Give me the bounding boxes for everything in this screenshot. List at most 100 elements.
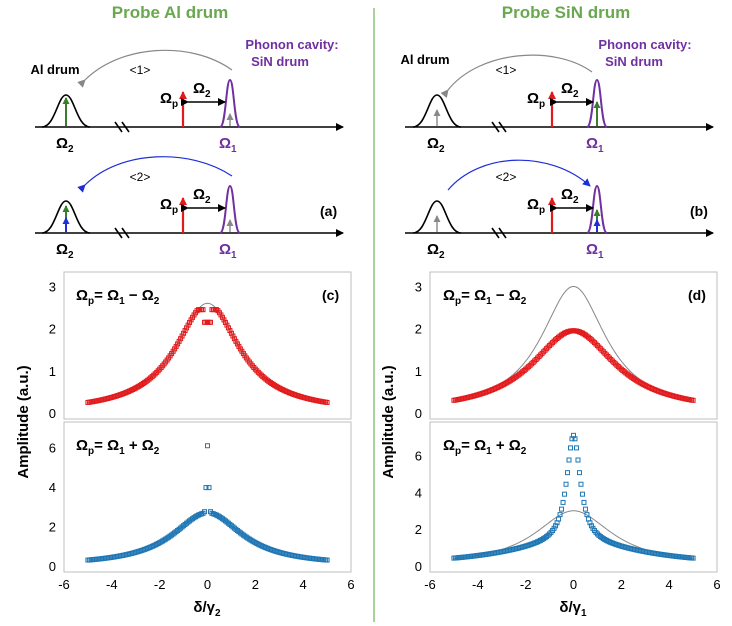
al-peak-b1 [412, 94, 462, 128]
reference-curve-c-top [87, 302, 328, 403]
data-point-d-top [612, 361, 618, 367]
sin-peak-a1 [219, 78, 241, 128]
data-point-c-top [230, 333, 236, 339]
data-point-c-top [175, 341, 181, 347]
cond-d-top: Ωp= Ω1 − Ω2 [443, 287, 527, 307]
y-tick-label: 0 [415, 406, 422, 421]
omega-p-a1: Ωp [160, 90, 178, 110]
data-point-c-top [227, 328, 233, 334]
omega-2-a2: Ω2 [56, 241, 74, 261]
y-tick-label: 2 [49, 322, 56, 337]
path-arrow-2b [447, 159, 591, 191]
data-point-d-top [551, 338, 557, 344]
data-point-c-bottom [206, 485, 212, 491]
y-tick-label: 4 [49, 480, 56, 495]
data-point-d-bottom [569, 436, 575, 442]
cavity-label-b2: SiN drum [605, 54, 663, 69]
data-point-d-bottom [575, 457, 581, 463]
sin-peak-a2 [219, 184, 241, 234]
sin-peak-b2 [586, 184, 608, 234]
data-point-d-bottom [562, 491, 568, 497]
data-point-d-bottom [572, 436, 578, 442]
data-point-c-top [187, 319, 193, 325]
y-tick-label: 2 [49, 520, 56, 535]
data-point-c-top [152, 371, 158, 377]
data-point-d-bottom [557, 512, 563, 518]
data-point-d-top [529, 361, 535, 367]
data-point-d-bottom [566, 457, 572, 463]
data-point-d-top [553, 337, 559, 343]
x-tick-label: 2 [618, 577, 625, 592]
panel-label-a: (a) [320, 203, 337, 219]
panel-label-c: (c) [322, 287, 339, 303]
data-point-d-top [548, 341, 554, 347]
omega-2-top-a1: Ω2 [193, 80, 211, 100]
data-point-d-bottom [571, 432, 576, 438]
data-point-d-top [590, 338, 596, 344]
xlabel-right: δ/γ1 [559, 599, 587, 619]
heading-right: Probe SiN drum [502, 3, 630, 22]
data-point-c-top [151, 372, 157, 378]
data-point-d-top [587, 335, 593, 341]
data-point-d-bottom [578, 481, 584, 487]
data-point-d-bottom [545, 532, 551, 538]
x-tick-label: 4 [300, 577, 307, 592]
path-arrow-1a [77, 49, 233, 88]
omega-1-a2: Ω1 [219, 241, 237, 261]
data-point-c-top [184, 325, 190, 331]
cavity-label-2: SiN drum [251, 54, 309, 69]
cond-c-bottom: Ωp= Ω1 + Ω2 [76, 437, 160, 457]
path-label-2b: <2> [496, 170, 517, 184]
data-point-d-top [523, 366, 529, 372]
data-point-c-bottom [203, 485, 209, 491]
omega-1-b2: Ω1 [586, 241, 604, 261]
x-tick-label: -2 [154, 577, 166, 592]
data-point-d-bottom [573, 445, 579, 451]
plot-frame-d-bottom [429, 421, 718, 573]
plot-frame-c-bottom [63, 421, 352, 573]
data-point-d-bottom [553, 523, 559, 529]
y-tick-label: 1 [49, 364, 56, 379]
data-point-c-top [221, 317, 227, 323]
ylabel-left: Amplitude (a.u.) [15, 365, 32, 478]
panel-label-d: (d) [688, 287, 706, 303]
data-point-c-top [260, 374, 266, 380]
y-tick-label: 0 [49, 559, 56, 574]
schematic-a-row2: <2> (a) [35, 156, 344, 239]
data-point-c-top [148, 375, 154, 381]
y-tick-label: 2 [415, 322, 422, 337]
data-point-c-top [257, 371, 263, 377]
xlabel-left: δ/γ2 [193, 599, 221, 619]
al-peak-a1 [41, 94, 91, 128]
path-arrow-1b [440, 54, 593, 98]
data-point-d-bottom [559, 506, 565, 512]
data-point-c-top [258, 372, 264, 378]
omega-p-b1: Ωp [527, 90, 545, 110]
omega-p-a2: Ωp [160, 196, 178, 216]
data-point-c-bottom [205, 443, 210, 449]
data-point-c-top [324, 399, 330, 405]
panel-label-b: (b) [690, 203, 708, 219]
cavity-label-b1: Phonon cavity: [598, 37, 691, 52]
al-peak-a2 [41, 200, 91, 234]
omega-1-a1: Ω1 [219, 135, 237, 155]
data-point-c-top [231, 336, 237, 342]
cond-c-top: Ωp= Ω1 − Ω2 [76, 287, 160, 307]
data-point-c-top [219, 314, 225, 320]
schematic-a: Al drum Phonon cavity: SiN drum <1> [30, 37, 344, 133]
y-tick-label: 6 [415, 449, 422, 464]
data-point-d-bottom [587, 520, 593, 526]
data-point-d-top [524, 365, 530, 371]
omega-2-b2: Ω2 [427, 241, 445, 261]
data-point-d-top [611, 359, 617, 365]
data-point-d-top [609, 358, 615, 364]
data-point-c-top [176, 338, 182, 344]
x-tick-label: 6 [713, 577, 720, 592]
y-tick-label: 2 [415, 522, 422, 537]
data-point-c-top [228, 330, 234, 336]
data-point-d-bottom [594, 531, 600, 537]
x-tick-label: 4 [666, 577, 673, 592]
y-tick-label: 0 [49, 406, 56, 421]
data-point-d-top [530, 359, 536, 365]
